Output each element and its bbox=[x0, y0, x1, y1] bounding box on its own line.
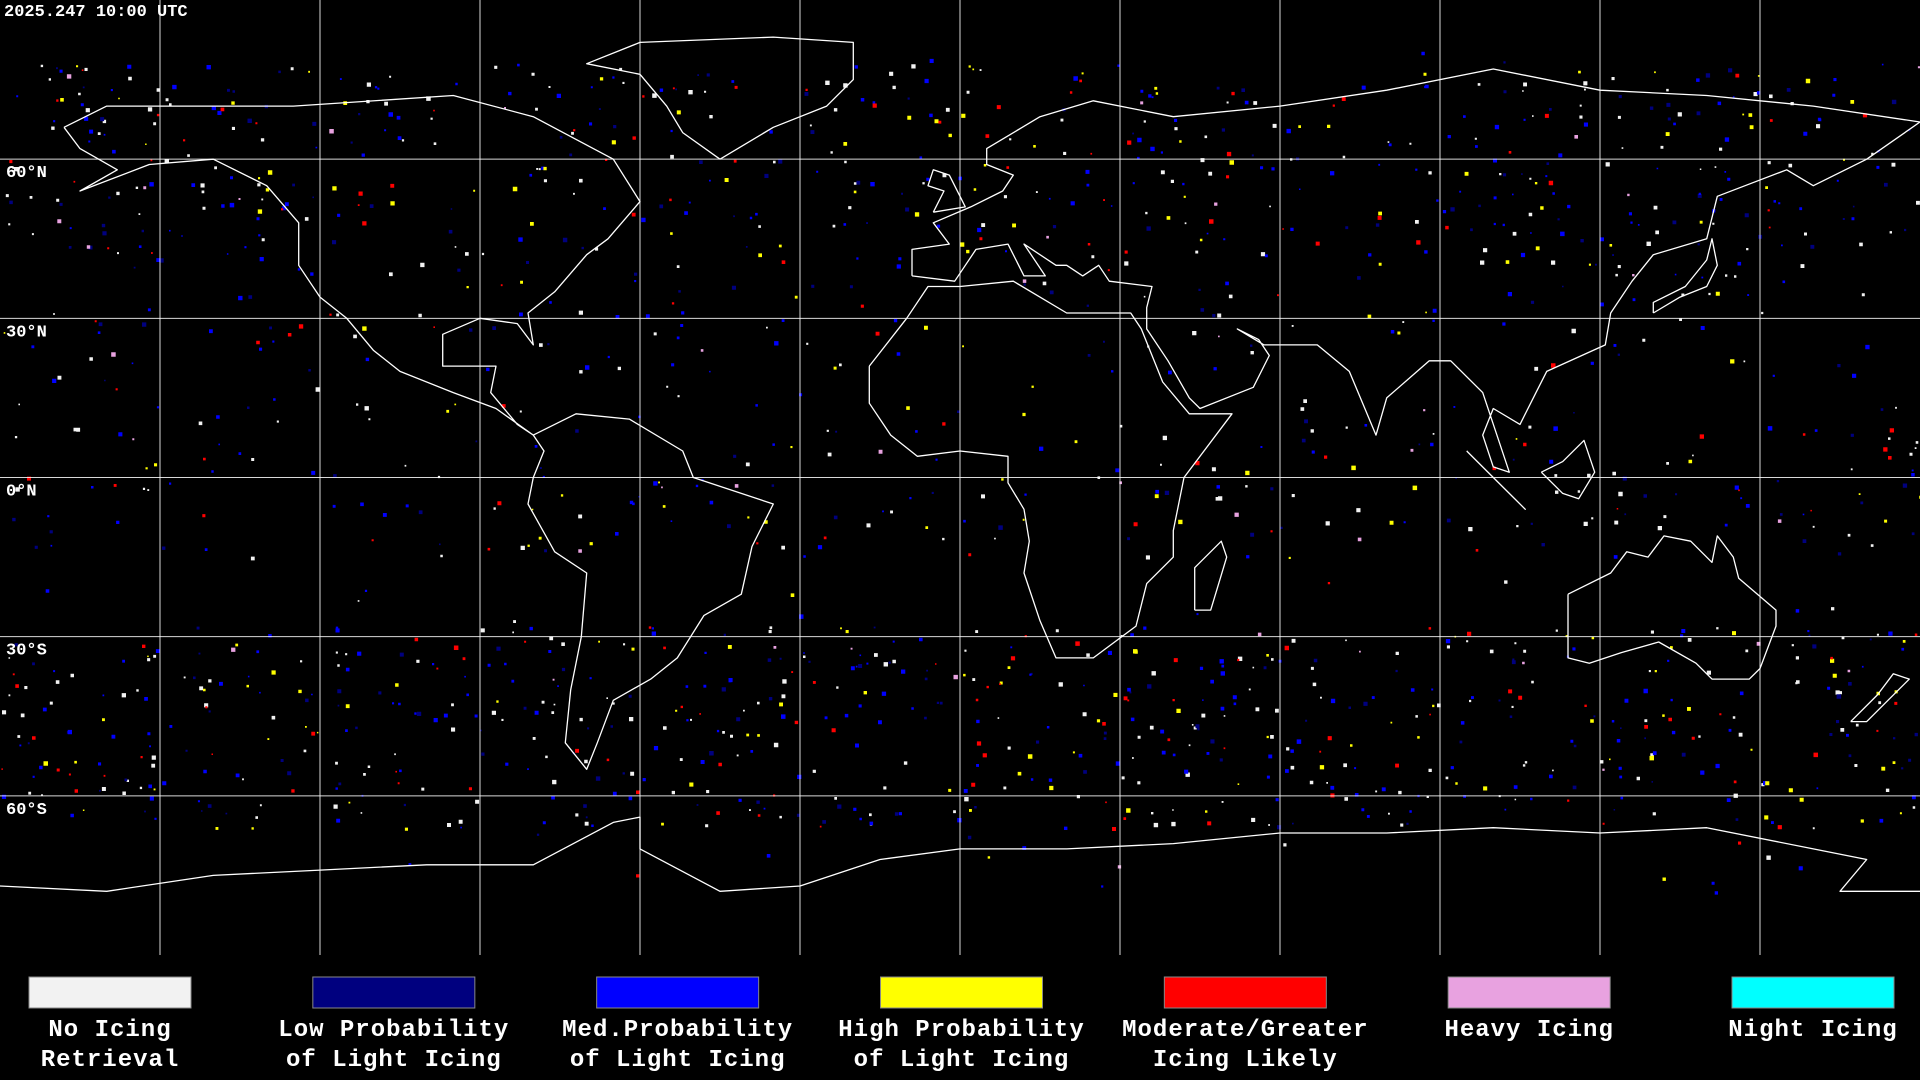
legend: No Icing Retrieval Low Probability of Light… bbox=[28, 976, 1897, 1074]
latitude-label: 60°N bbox=[6, 164, 47, 183]
legend-swatch bbox=[312, 976, 476, 1009]
coastline-madagascar bbox=[1194, 540, 1228, 611]
latitude-label: 0°N bbox=[6, 483, 37, 502]
coastline-south-america bbox=[527, 413, 774, 770]
legend-swatch bbox=[1731, 976, 1895, 1009]
legend-label: Moderate/Greater bbox=[1122, 1017, 1368, 1044]
coastline-japan bbox=[1652, 238, 1718, 314]
coastlines bbox=[0, 36, 1920, 892]
legend-label: High Probability bbox=[838, 1017, 1084, 1044]
coastline-australia bbox=[1567, 535, 1777, 680]
latitude-label: 30°S bbox=[6, 642, 47, 661]
legend-label: Retrieval bbox=[41, 1047, 180, 1074]
legend-swatch bbox=[1447, 976, 1611, 1009]
legend-label: Icing Likely bbox=[1153, 1047, 1338, 1074]
legend-label: Heavy Icing bbox=[1444, 1017, 1613, 1044]
labels: 2025.247 10:00 UTC 60°N 30°N 0°N 30°S 60°S bbox=[4, 3, 188, 820]
coastline-eurasia bbox=[911, 68, 1920, 473]
graticule bbox=[0, 0, 1920, 955]
legend-swatch bbox=[880, 976, 1043, 1009]
coastline-greenland bbox=[586, 36, 854, 160]
legend-label: No Icing bbox=[48, 1017, 171, 1044]
legend-label: Low Probability bbox=[278, 1017, 509, 1044]
legend-label: Night Icing bbox=[1728, 1017, 1897, 1044]
coastline-britain bbox=[927, 169, 966, 213]
legend-swatch bbox=[1163, 976, 1327, 1009]
latitude-label: 30°N bbox=[6, 323, 47, 342]
timestamp: 2025.247 10:00 UTC bbox=[4, 3, 188, 22]
coastline-sumatra bbox=[1466, 450, 1526, 510]
legend-label: of Light Icing bbox=[570, 1047, 786, 1074]
legend-label: of Light Icing bbox=[854, 1047, 1070, 1074]
legend-swatch bbox=[596, 976, 760, 1009]
legend-label: of Light Icing bbox=[286, 1047, 502, 1074]
coastline-new-zealand bbox=[1850, 673, 1910, 723]
coastline-africa bbox=[868, 280, 1233, 659]
legend-swatch bbox=[28, 976, 192, 1009]
legend-label: Med.Probability bbox=[562, 1017, 793, 1044]
coastline-borneo bbox=[1540, 439, 1596, 500]
coastline-antarctica bbox=[0, 816, 1920, 892]
latitude-label: 60°S bbox=[6, 801, 47, 820]
